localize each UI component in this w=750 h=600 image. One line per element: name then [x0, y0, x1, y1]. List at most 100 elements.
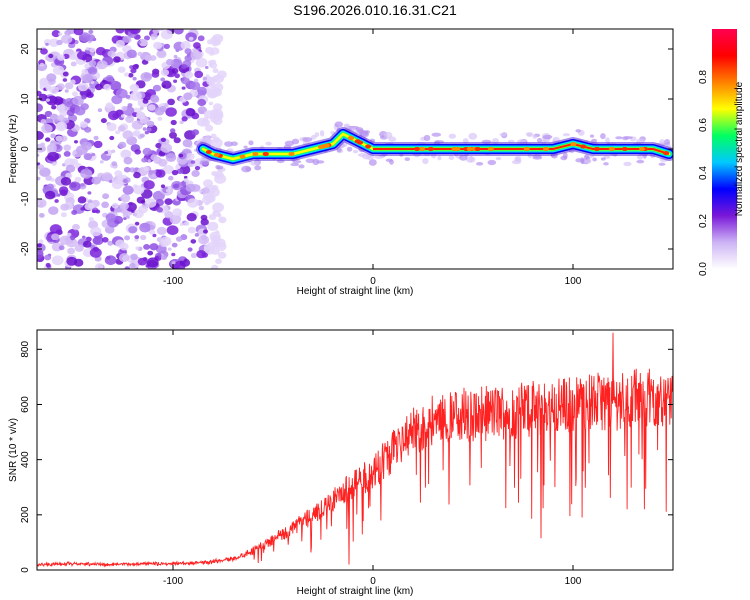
snr-x-tick-label: 0 [370, 576, 376, 587]
noise-blob [138, 205, 149, 214]
noise-blob [134, 235, 140, 240]
noise-blob [56, 115, 65, 122]
noise-blob [178, 153, 184, 158]
noise-blob [171, 261, 176, 265]
noise-blob [44, 254, 52, 261]
noise-blob [185, 108, 196, 117]
ridge-halo [404, 157, 410, 162]
noise-blob [176, 168, 184, 174]
noise-blob [101, 201, 109, 209]
noise-blob [155, 142, 162, 149]
ridge-hotspot [213, 152, 220, 157]
noise-blob [173, 79, 178, 83]
snr-x-tick-label: 100 [565, 576, 582, 587]
noise-blob [125, 202, 137, 212]
ridge-halo [600, 133, 606, 140]
noise-blob [105, 213, 117, 222]
noise-blob [60, 212, 67, 218]
ridge-halo [636, 159, 645, 164]
noise-blob [198, 189, 203, 193]
noise-blob [82, 73, 94, 84]
noise-blob [117, 66, 126, 73]
noise-blob [148, 229, 156, 235]
noise-blob [49, 113, 59, 121]
ridge-hotspot [365, 144, 372, 149]
ridge-halo [592, 157, 597, 162]
noise-blob [74, 176, 82, 183]
noise-blob [165, 107, 177, 117]
noise-blob [84, 202, 94, 211]
ridge-halo [368, 159, 377, 166]
noise-blob [37, 249, 44, 260]
noise-blob [129, 83, 140, 92]
noise-blob [171, 252, 176, 257]
ridge-hotspot [621, 147, 628, 151]
noise-blob [193, 42, 201, 49]
heatmap-x-axis-label: Height of straight line (km) [297, 286, 414, 297]
noise-blob [66, 109, 75, 117]
ridge-halo [250, 161, 259, 166]
noise-blob [105, 75, 114, 82]
ridge-hotspot [239, 154, 246, 159]
ridge-halo [623, 161, 632, 167]
noise-blob [217, 70, 227, 79]
colorbar-label: Normalized spectral amplitude [734, 81, 745, 216]
noise-blob [155, 169, 166, 178]
noise-blob [146, 120, 155, 128]
noise-blob [186, 153, 195, 161]
ridge-hotspot [487, 147, 494, 151]
noise-blob [205, 124, 214, 132]
noise-blob [144, 35, 150, 41]
noise-blob [190, 160, 196, 164]
snr-y-tick-label: 0 [20, 567, 31, 573]
noise-blob [46, 95, 58, 106]
noise-blob [168, 175, 174, 181]
noise-blob [149, 225, 155, 230]
ridge-halo [383, 131, 393, 139]
noise-blob [191, 129, 200, 136]
noise-blob [104, 151, 109, 155]
ridge-hotspot [288, 152, 295, 156]
heatmap-y-tick-label: -10 [20, 191, 31, 206]
noise-blob [63, 151, 71, 157]
colorbar-tick-label: 0.2 [698, 214, 709, 228]
noise-blob [45, 42, 49, 46]
noise-blob [150, 94, 159, 102]
noise-blob [119, 202, 129, 211]
noise-blob [160, 184, 166, 188]
noise-blob [215, 238, 226, 248]
noise-blob [143, 180, 155, 190]
noise-blob [46, 73, 57, 82]
ridge-halo [575, 129, 581, 133]
noise-blob [58, 32, 63, 36]
heatmap-x-tick-label: 100 [565, 276, 582, 287]
noise-blob [51, 162, 57, 166]
noise-blob [69, 158, 79, 166]
noise-blob [83, 240, 92, 248]
noise-blob [184, 55, 192, 62]
snr-series-line [37, 332, 673, 568]
noise-blob [58, 245, 65, 251]
noise-blob [45, 262, 51, 268]
noise-blob [122, 185, 134, 195]
noise-blob [190, 252, 197, 259]
noise-blob [80, 207, 85, 211]
noise-blob [172, 208, 182, 217]
noise-blob [145, 198, 157, 208]
ridge-halo [499, 133, 507, 137]
noise-blob [151, 36, 156, 41]
noise-blob [128, 226, 138, 234]
noise-blob [91, 176, 101, 185]
noise-blob [58, 186, 69, 195]
noise-blob [203, 229, 208, 234]
noise-blob [194, 233, 200, 237]
ridge-hotspot [639, 147, 646, 151]
ridge-halo [469, 155, 474, 163]
heatmap-x-tick-label: -100 [163, 276, 183, 287]
ridge-halo [476, 162, 484, 166]
noise-blob [48, 206, 59, 215]
noise-blob [128, 73, 134, 78]
heatmap-y-tick-label: 10 [20, 93, 31, 105]
noise-blob [81, 94, 87, 100]
noise-blob [107, 240, 114, 246]
